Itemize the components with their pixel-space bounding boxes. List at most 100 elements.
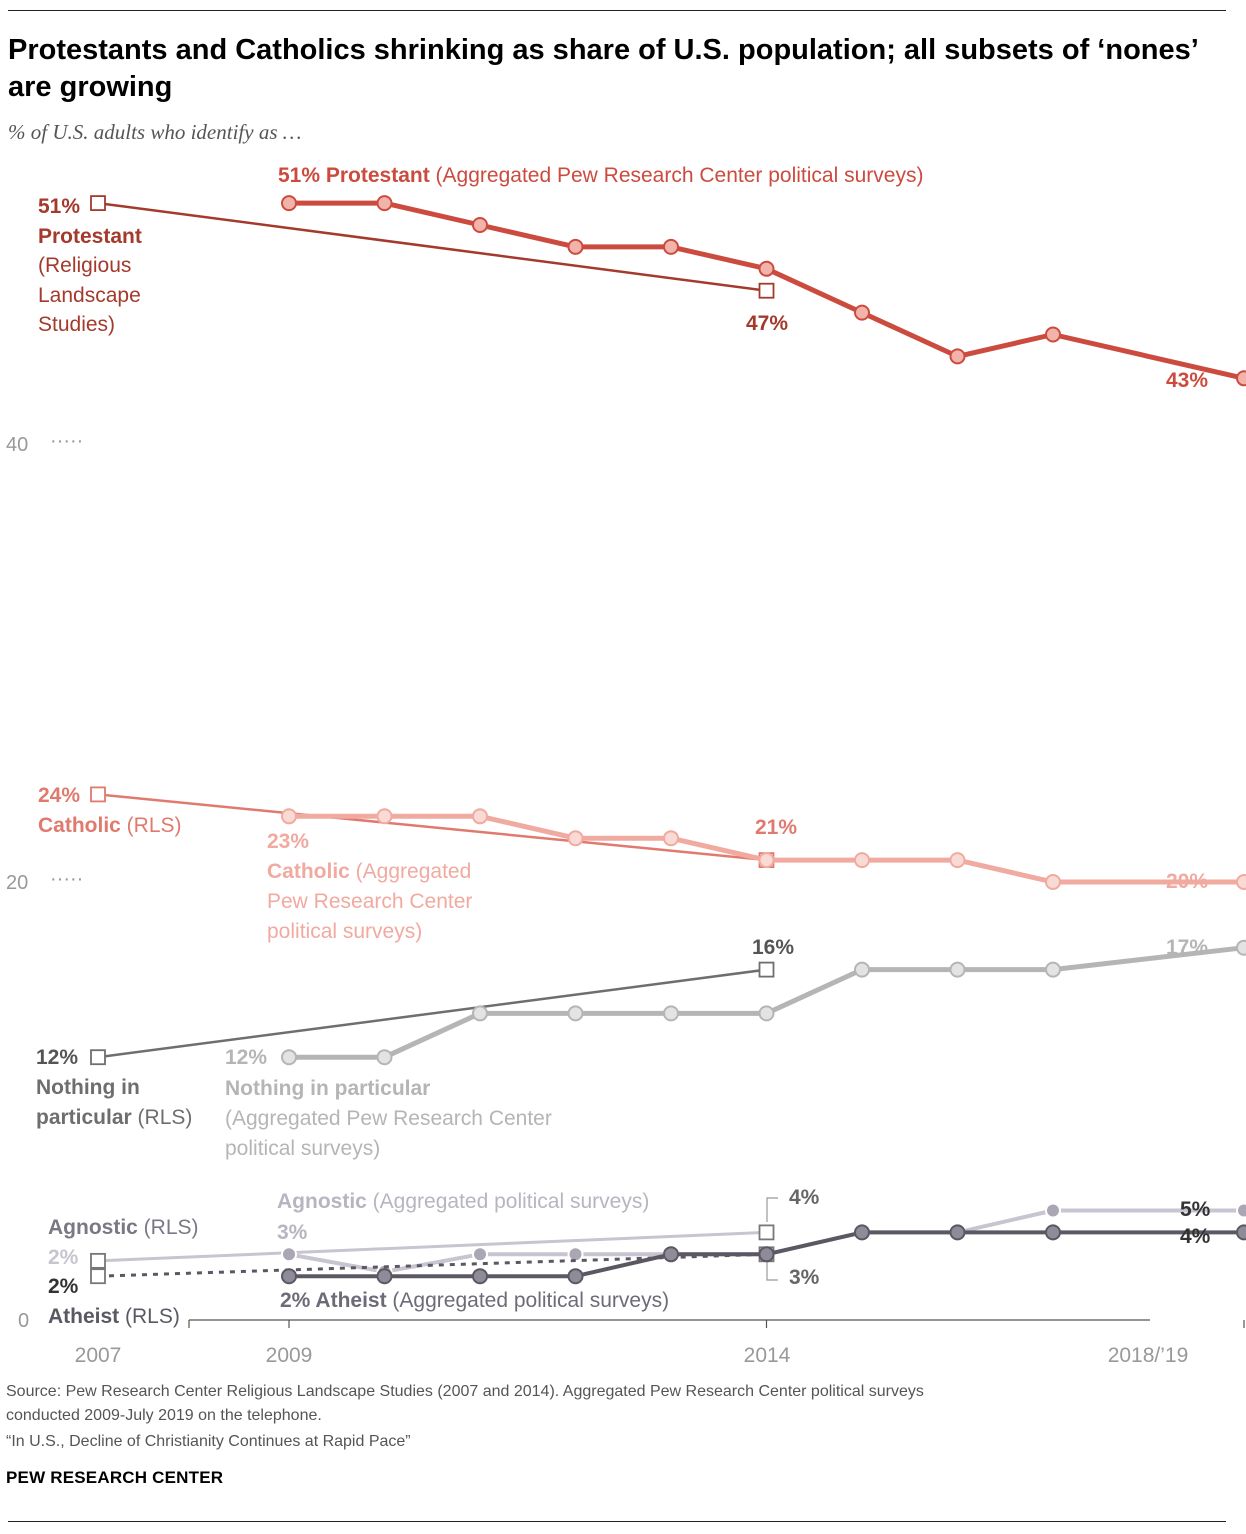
protestant-rls-source-2: Landscape xyxy=(38,284,141,307)
atheist-rls-end-label: 3% xyxy=(789,1266,820,1289)
nothing-rls-name-1: Nothing in xyxy=(36,1076,140,1099)
protestant-agg-name: 51% Protestant xyxy=(278,164,430,187)
source-line-2: conducted 2009-July 2019 on the telephon… xyxy=(6,1407,322,1424)
catholic-rls-end-label: 21% xyxy=(755,816,797,839)
atheist-rls-leader xyxy=(766,1260,778,1281)
series-nothing-agg xyxy=(281,939,1246,1066)
annotations: 51% Protestant (Religious Landscape Stud… xyxy=(36,164,1211,1328)
data-point xyxy=(663,1005,679,1022)
series-line xyxy=(97,1252,767,1278)
atheist-agg-name: 2% Atheist xyxy=(280,1289,387,1312)
agnostic-agg-name: Agnostic xyxy=(277,1190,367,1213)
data-point xyxy=(758,1005,775,1022)
series-protestant-agg xyxy=(281,195,1246,387)
data-point xyxy=(281,1049,297,1066)
catholic-rls-start-label: 24% xyxy=(38,784,80,807)
data-point xyxy=(472,217,488,233)
series-line xyxy=(97,793,767,862)
data-point xyxy=(854,1224,870,1241)
y-tick-label: 0 xyxy=(18,1310,29,1332)
data-point xyxy=(376,195,393,212)
data-point xyxy=(90,195,106,212)
agnostic-rls-label: Agnostic (RLS) xyxy=(48,1216,199,1239)
report-title-note: “In U.S., Decline of Christianity Contin… xyxy=(6,1433,411,1450)
data-point xyxy=(90,786,106,803)
data-point xyxy=(1045,326,1061,343)
bottom-rule xyxy=(8,1521,1226,1522)
series-layer xyxy=(90,195,1246,1285)
series-protestant-rls xyxy=(90,195,775,299)
series-line xyxy=(97,968,767,1059)
chart-title: Protestants and Catholics shrinking as s… xyxy=(8,34,1198,103)
series-line xyxy=(97,201,767,292)
agnostic-rls-start-label: 2% xyxy=(48,1246,79,1269)
x-tick-label: 2014 xyxy=(744,1344,791,1367)
data-point xyxy=(854,961,870,978)
data-point xyxy=(1236,1224,1246,1241)
y-tick-leader: ····· xyxy=(50,430,83,452)
agnostic-rls-leader xyxy=(766,1197,778,1222)
series-line xyxy=(289,200,1245,381)
data-point xyxy=(949,348,966,365)
data-point xyxy=(663,238,679,255)
data-point xyxy=(567,238,584,255)
series-line xyxy=(289,945,1245,1060)
atheist-agg-label: 2% Atheist (Aggregated political surveys… xyxy=(280,1289,669,1312)
data-point xyxy=(376,1049,393,1066)
data-point xyxy=(1045,874,1061,890)
x-tick-label: 2009 xyxy=(266,1344,313,1367)
y-tick-leader: ····· xyxy=(50,868,83,890)
data-point xyxy=(949,1224,966,1241)
data-point xyxy=(472,808,488,825)
data-point xyxy=(758,961,775,978)
data-point xyxy=(758,852,775,869)
series-line xyxy=(97,1230,767,1263)
data-point xyxy=(1236,370,1246,387)
data-point xyxy=(281,195,297,212)
data-point xyxy=(758,260,775,277)
protestant-agg-source: (Aggregated Pew Research Center politica… xyxy=(430,164,924,187)
agnostic-agg-end-label: 5% xyxy=(1180,1198,1211,1221)
catholic-agg-end-label: 20% xyxy=(1166,870,1208,893)
nothing-agg-name: Nothing in particular xyxy=(225,1077,430,1100)
protestant-agg-end-label: 43% xyxy=(1166,369,1208,392)
agnostic-rls-source: (RLS) xyxy=(138,1216,199,1239)
data-point xyxy=(281,1268,297,1285)
protestant-rls-source-1: (Religious xyxy=(38,254,131,277)
series-agnostic-rls xyxy=(90,1224,775,1269)
data-point xyxy=(1236,939,1246,956)
series-atheist-agg xyxy=(281,1224,1246,1285)
catholic-agg-start-label: 23% xyxy=(267,830,309,853)
data-point xyxy=(90,1268,106,1285)
data-point xyxy=(1236,1202,1246,1219)
data-point xyxy=(567,1268,584,1285)
data-point xyxy=(949,961,966,978)
data-point xyxy=(1045,961,1061,978)
nothing-agg-source-2: (Aggregated Pew Research Center xyxy=(225,1107,552,1130)
atheist-rls-source: (RLS) xyxy=(119,1305,180,1328)
data-point xyxy=(281,808,297,825)
line-chart: 40 ····· 20 ····· 0 2007 2009 2014 2018/… xyxy=(6,164,1246,1367)
data-point xyxy=(758,1246,775,1263)
catholic-rls-source: (RLS) xyxy=(121,814,182,837)
agnostic-agg-label: Agnostic (Aggregated political surveys) xyxy=(277,1190,649,1213)
data-point xyxy=(1045,1202,1061,1219)
catholic-agg-label: Catholic (Aggregated xyxy=(267,860,471,883)
nothing-rls-end-label: 16% xyxy=(752,936,794,959)
data-point xyxy=(758,1224,775,1241)
data-point xyxy=(1236,874,1246,890)
protestant-rls-source-3: Studies) xyxy=(38,313,115,336)
series-catholic-agg xyxy=(281,808,1246,890)
catholic-agg-source-3: political surveys) xyxy=(267,920,422,943)
nothing-rls-start-label: 12% xyxy=(36,1046,78,1069)
series-line xyxy=(289,813,1244,885)
protestant-rls-start-label: 51% xyxy=(38,195,80,218)
protestant-rls-name: Protestant xyxy=(38,225,142,248)
data-point xyxy=(376,808,393,825)
agnostic-rls-name: Agnostic xyxy=(48,1216,138,1239)
series-catholic-rls xyxy=(90,786,775,868)
series-nothing-rls xyxy=(90,961,775,1066)
data-point xyxy=(472,1246,488,1263)
catholic-agg-name: Catholic xyxy=(267,860,350,883)
data-point xyxy=(854,852,870,869)
